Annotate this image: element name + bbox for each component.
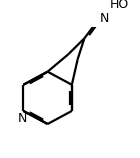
Text: N: N — [18, 112, 27, 125]
Text: N: N — [99, 12, 109, 25]
Text: HO: HO — [110, 0, 129, 11]
